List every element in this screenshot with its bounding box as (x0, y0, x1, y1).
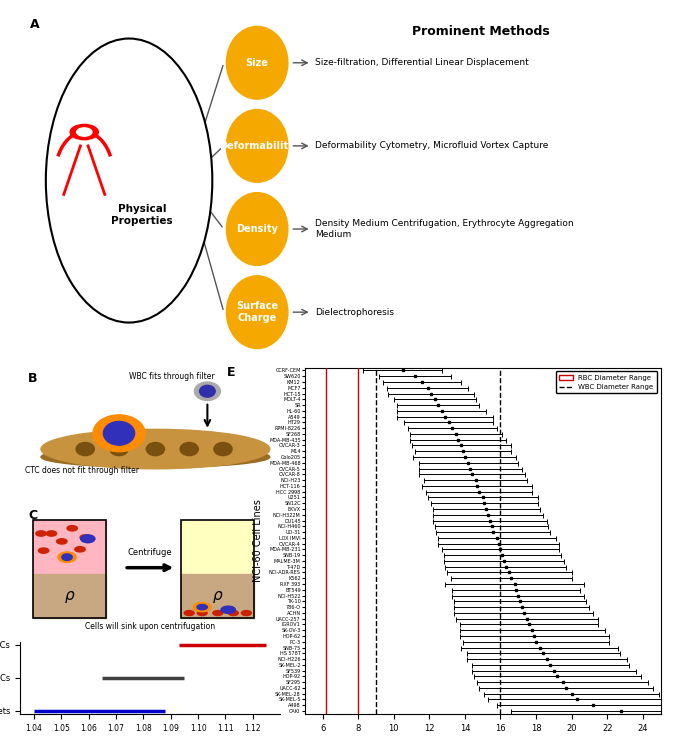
Ellipse shape (80, 535, 90, 540)
Legend: RBC Diameter Range, WBC Diameter Range: RBC Diameter Range, WBC Diameter Range (555, 371, 657, 394)
Ellipse shape (193, 603, 211, 612)
Ellipse shape (76, 442, 94, 456)
Text: WBC fits through filter: WBC fits through filter (129, 372, 215, 381)
Ellipse shape (41, 447, 270, 467)
Ellipse shape (184, 611, 194, 615)
Text: E: E (226, 366, 235, 379)
Ellipse shape (194, 382, 220, 400)
Text: C: C (28, 509, 37, 522)
Ellipse shape (58, 552, 76, 562)
Ellipse shape (47, 531, 57, 536)
Text: Dielectrophoresis: Dielectrophoresis (315, 308, 394, 316)
Ellipse shape (213, 611, 222, 615)
Ellipse shape (67, 526, 78, 531)
Circle shape (70, 124, 98, 140)
Ellipse shape (110, 442, 128, 456)
Ellipse shape (228, 611, 239, 615)
Text: B: B (28, 372, 38, 384)
Ellipse shape (46, 38, 212, 322)
Text: $\rho$: $\rho$ (64, 589, 75, 604)
Ellipse shape (226, 26, 288, 99)
Ellipse shape (221, 606, 235, 613)
FancyBboxPatch shape (33, 574, 106, 618)
Text: Density: Density (236, 224, 278, 234)
Ellipse shape (197, 604, 208, 609)
Text: Surface
Charge: Surface Charge (236, 301, 278, 323)
Ellipse shape (62, 554, 72, 560)
Text: CTC does not fit through filter: CTC does not fit through filter (26, 467, 140, 475)
Text: Size: Size (246, 58, 268, 68)
FancyBboxPatch shape (181, 520, 254, 574)
Ellipse shape (146, 442, 164, 456)
FancyBboxPatch shape (33, 520, 106, 574)
Ellipse shape (38, 548, 49, 553)
Ellipse shape (103, 422, 135, 445)
Ellipse shape (197, 611, 207, 615)
Ellipse shape (214, 442, 232, 456)
Text: Deformability Cytometry, Microfluid Vortex Capture: Deformability Cytometry, Microfluid Vort… (315, 141, 548, 150)
Text: Centrifuge: Centrifuge (128, 548, 173, 557)
Text: $\rho$: $\rho$ (212, 589, 224, 604)
Ellipse shape (57, 539, 67, 544)
Text: A: A (30, 18, 40, 31)
Ellipse shape (93, 415, 145, 452)
Circle shape (77, 128, 92, 136)
Text: Density Medium Centrifugation, Erythrocyte Aggregation
Medium: Density Medium Centrifugation, Erythrocy… (315, 219, 574, 238)
Text: Size-filtration, Differential Linear Displacement: Size-filtration, Differential Linear Dis… (315, 58, 528, 67)
Ellipse shape (200, 386, 215, 397)
Ellipse shape (226, 276, 288, 349)
Ellipse shape (41, 429, 270, 469)
FancyBboxPatch shape (181, 574, 254, 618)
Text: Deformability: Deformability (219, 141, 295, 151)
Ellipse shape (226, 193, 288, 266)
Y-axis label: NCI-60 Cell Lines: NCI-60 Cell Lines (253, 499, 264, 582)
Ellipse shape (226, 110, 288, 183)
Ellipse shape (75, 547, 85, 552)
Ellipse shape (241, 611, 251, 615)
Ellipse shape (180, 442, 198, 456)
Ellipse shape (36, 531, 47, 536)
Ellipse shape (81, 535, 95, 542)
Text: Prominent Methods: Prominent Methods (412, 25, 550, 38)
Text: Cells will sink upon centrifugation: Cells will sink upon centrifugation (85, 622, 215, 631)
Text: Physical
Properties: Physical Properties (111, 205, 173, 226)
